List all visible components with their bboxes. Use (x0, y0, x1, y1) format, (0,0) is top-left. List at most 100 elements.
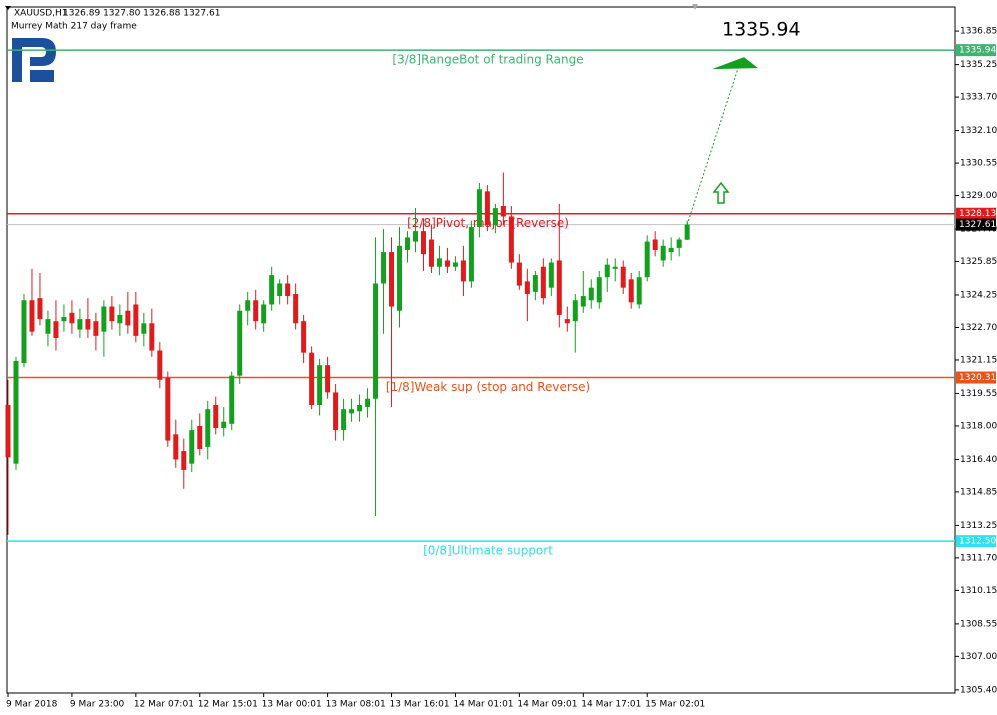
x-tick-label: 12 Mar 07:01 (134, 700, 194, 710)
ohlc-header: 1326.89 1327.80 1326.88 1327.61 (63, 9, 220, 19)
candle-body (325, 365, 331, 393)
candle-body (341, 409, 347, 431)
candle-body (652, 239, 658, 250)
candle-body (5, 404, 11, 458)
y-tick-label: 1329.00 (960, 191, 997, 201)
candle-body (381, 252, 387, 284)
candle-body (181, 451, 187, 470)
candle-body (580, 296, 586, 307)
x-tick-label: 15 Mar 02:01 (645, 700, 705, 710)
price-box (956, 218, 996, 231)
candle-body (612, 266, 618, 269)
candle-body (628, 279, 634, 303)
candle-body (460, 260, 466, 282)
candle-body (564, 319, 570, 324)
x-tick-label: 14 Mar 17:01 (581, 700, 641, 710)
y-tick-label: 1335.25 (960, 60, 997, 70)
candle-body (524, 281, 530, 294)
price-box (956, 44, 996, 57)
candle-body (125, 310, 131, 326)
candle-body (668, 247, 674, 253)
candle-body (604, 264, 610, 278)
candle-body (13, 360, 19, 464)
candle-body (61, 317, 67, 322)
candle-body (269, 275, 275, 305)
candle-body (540, 266, 546, 299)
candle-body (309, 352, 315, 405)
candle-body (237, 310, 243, 376)
candle-body (357, 404, 363, 412)
candle-body (293, 293, 299, 324)
candle-body (101, 306, 107, 332)
candle-body (397, 245, 403, 311)
target-label: 1335.94 (722, 19, 801, 41)
candle-body (229, 375, 235, 424)
y-tick-label: 1316.40 (960, 455, 997, 465)
candle-body (508, 216, 514, 263)
candle-body (365, 398, 371, 408)
projection (712, 181, 730, 204)
candle-body (660, 245, 666, 261)
y-tick-label: 1308.55 (960, 619, 997, 629)
y-tick-label: 1330.55 (960, 159, 997, 169)
candle-body (596, 277, 602, 303)
candle-body (133, 304, 139, 336)
candle-body (436, 258, 442, 267)
candle-body (189, 430, 195, 464)
y-tick-label: 1321.15 (960, 355, 997, 365)
candle-body (556, 260, 562, 315)
candle-body (532, 275, 538, 292)
candle-body (53, 321, 59, 338)
x-tick-label: 12 Mar 15:01 (198, 700, 258, 710)
candle-body (420, 231, 426, 255)
level-name: [0/8]Ultimate support (423, 544, 553, 558)
candle-body (468, 226, 474, 282)
y-tick-label: 1325.85 (960, 257, 997, 267)
candle-body (548, 262, 554, 288)
candle-body (285, 283, 291, 297)
candle-body (516, 262, 522, 286)
projection-line (686, 61, 741, 225)
candle-body (37, 298, 43, 320)
candle-body (492, 208, 498, 225)
menu-arrow[interactable] (5, 6, 11, 10)
y-tick-label: 1336.85 (960, 27, 997, 37)
candle-body (45, 319, 51, 334)
candle-body (197, 425, 203, 449)
x-tick-label: 14 Mar 01:01 (453, 700, 513, 710)
candle-body (149, 323, 155, 351)
candle-body (620, 266, 626, 288)
candle-body (500, 205, 506, 217)
price-box (956, 535, 996, 548)
shift-marker (692, 4, 698, 10)
price-box-label: 1328.13 (959, 209, 996, 219)
candle-body (213, 404, 219, 429)
candle-body (373, 283, 379, 399)
y-tick-label: 1311.70 (960, 553, 997, 563)
candle-body (301, 321, 307, 353)
candle-body (428, 239, 434, 267)
y-tick-label: 1307.00 (960, 652, 997, 662)
plot-frame (6, 6, 956, 694)
candle-body (684, 224, 690, 240)
y-tick-label: 1322.70 (960, 323, 997, 333)
candle-body (572, 300, 578, 322)
candle-body (77, 319, 83, 330)
candle-body (412, 231, 418, 242)
y-tick-label: 1332.10 (960, 126, 997, 136)
candle-body (588, 287, 594, 301)
candle-body (165, 377, 171, 441)
last-price-label: 1327.61 (959, 220, 996, 230)
candle-body (21, 300, 27, 364)
up-arrow (712, 181, 730, 204)
price-box (956, 371, 996, 384)
x-tick-label: 9 Mar 23:00 (70, 700, 125, 710)
x-tick-label: 13 Mar 16:01 (390, 700, 450, 710)
y-tick-label: 1313.25 (960, 521, 997, 531)
price-box (956, 207, 996, 220)
candle-body (676, 239, 682, 248)
level-name: [3/8]RangeBot of trading Range (392, 53, 583, 67)
candle-body (205, 409, 211, 447)
subtitle: Murrey Math 217 day frame (11, 22, 137, 32)
